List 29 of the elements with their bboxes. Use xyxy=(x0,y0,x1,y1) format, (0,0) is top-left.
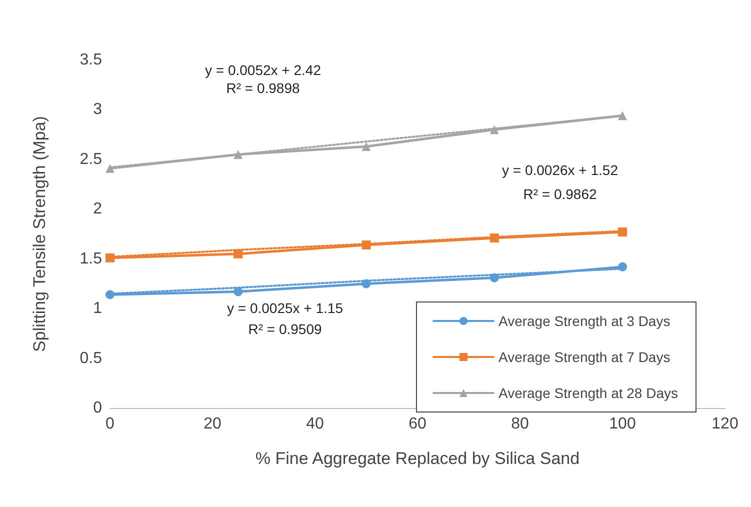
x-tick-label: 20 xyxy=(204,416,222,432)
annotation: y = 0.0026x + 1.52 xyxy=(502,162,618,178)
annotation: R² = 0.9898 xyxy=(226,80,300,96)
annotation: R² = 0.9862 xyxy=(523,186,597,202)
x-tick-label: 100 xyxy=(609,416,636,432)
x-tick-label: 60 xyxy=(408,416,426,432)
y-axis-title: Splitting Tensile Strength (Mpa) xyxy=(30,116,49,352)
legend-label: Average Strength at 7 Days xyxy=(498,349,670,365)
legend-label: Average Strength at 3 Days xyxy=(498,313,670,329)
y-tick-label: 1 xyxy=(93,300,102,318)
y-tick-label: 3.5 xyxy=(80,52,102,68)
point xyxy=(362,142,371,152)
point xyxy=(618,111,627,120)
annotation: R² = 0.9509 xyxy=(248,321,322,337)
annotation: y = 0.0052x + 2.42 xyxy=(205,62,322,78)
y-tick-label: 2 xyxy=(93,200,102,218)
x-axis-title: % Fine Aggregate Replaced by Silica Sand xyxy=(255,449,580,468)
legend-label: Average Strength at 28 Days xyxy=(498,385,678,401)
x-tick-label: 80 xyxy=(511,416,529,432)
annotation: y = 0.0025x + 1.15 xyxy=(227,300,344,316)
y-tick-label: 0 xyxy=(93,400,102,416)
x-tick-label: 120 xyxy=(712,416,738,432)
y-tick-label: 1.5 xyxy=(80,250,102,268)
y-tick-label: 2.5 xyxy=(80,150,102,168)
y-tick-label: 0.5 xyxy=(80,350,102,367)
y-tick-label: 3 xyxy=(93,101,102,118)
x-tick-label: 0 xyxy=(106,416,115,432)
x-tick-label: 40 xyxy=(306,416,324,432)
point xyxy=(234,287,243,296)
